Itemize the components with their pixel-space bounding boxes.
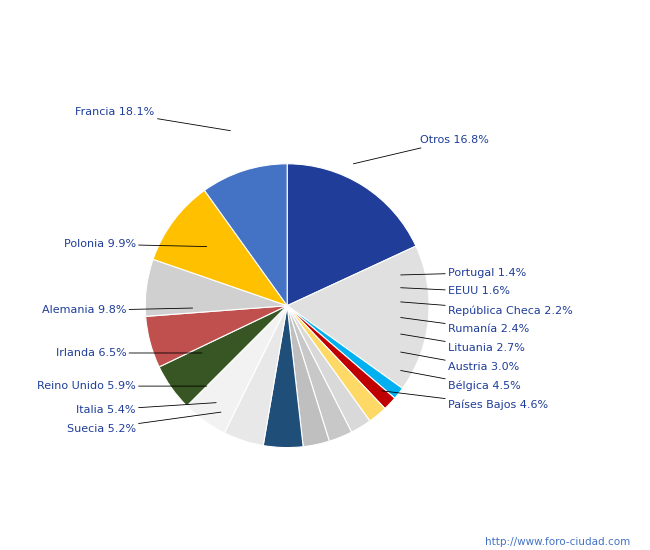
Text: http://www.foro-ciudad.com: http://www.foro-ciudad.com bbox=[486, 537, 630, 547]
Text: Alemania 9.8%: Alemania 9.8% bbox=[42, 305, 192, 315]
Text: Austria 3.0%: Austria 3.0% bbox=[400, 352, 519, 372]
Text: Italia 5.4%: Italia 5.4% bbox=[76, 403, 216, 415]
Wedge shape bbox=[224, 306, 287, 446]
Text: Portugal 1.4%: Portugal 1.4% bbox=[400, 268, 526, 278]
Text: Suecia 5.2%: Suecia 5.2% bbox=[67, 412, 221, 433]
Wedge shape bbox=[287, 306, 395, 409]
Text: Polonia 9.9%: Polonia 9.9% bbox=[64, 239, 207, 249]
Text: Reino Unido 5.9%: Reino Unido 5.9% bbox=[37, 381, 207, 391]
Wedge shape bbox=[146, 306, 287, 367]
Text: Aiguaviva - Turistas extranjeros según país - Abril de 2024: Aiguaviva - Turistas extranjeros según p… bbox=[83, 21, 567, 37]
Wedge shape bbox=[287, 246, 429, 388]
Wedge shape bbox=[287, 306, 385, 421]
Wedge shape bbox=[287, 306, 330, 447]
Text: Francia 18.1%: Francia 18.1% bbox=[75, 107, 230, 131]
Wedge shape bbox=[287, 306, 370, 432]
Wedge shape bbox=[263, 306, 303, 448]
Wedge shape bbox=[287, 164, 416, 306]
Wedge shape bbox=[187, 306, 287, 433]
Wedge shape bbox=[145, 259, 287, 316]
Text: Otros 16.8%: Otros 16.8% bbox=[354, 135, 489, 164]
Wedge shape bbox=[287, 306, 402, 398]
Wedge shape bbox=[159, 306, 287, 406]
Text: Países Bajos 4.6%: Países Bajos 4.6% bbox=[382, 391, 548, 410]
Wedge shape bbox=[153, 190, 287, 306]
Text: Rumanía 2.4%: Rumanía 2.4% bbox=[400, 317, 529, 334]
Wedge shape bbox=[205, 164, 287, 306]
Text: Lituania 2.7%: Lituania 2.7% bbox=[400, 334, 525, 353]
Text: República Checa 2.2%: República Checa 2.2% bbox=[400, 302, 573, 316]
Text: Irlanda 6.5%: Irlanda 6.5% bbox=[56, 348, 202, 358]
Text: EEUU 1.6%: EEUU 1.6% bbox=[400, 287, 510, 296]
Text: Bélgica 4.5%: Bélgica 4.5% bbox=[400, 371, 521, 392]
Wedge shape bbox=[287, 306, 352, 441]
